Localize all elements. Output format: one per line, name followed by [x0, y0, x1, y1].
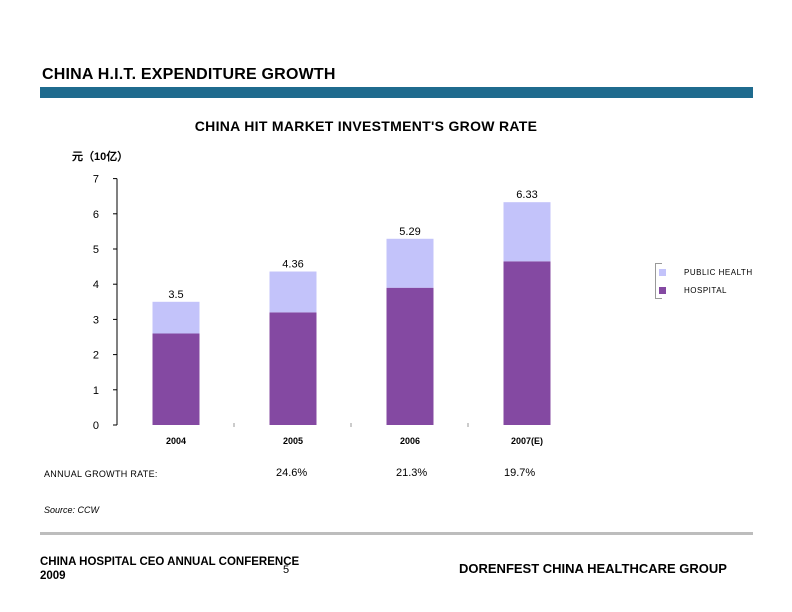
bar-public-health-2005: [269, 271, 317, 313]
bar-hospital-2007e: [503, 261, 551, 425]
legend-label-hospital: HOSPITAL: [684, 286, 727, 295]
bar-hospital-2005: [269, 312, 317, 425]
growth-rate-2005: 24.6%: [276, 467, 308, 479]
x-category-label-2007e: 2007(E): [511, 436, 543, 446]
footer-divider-bar: [40, 532, 753, 535]
bar-hospital-2004: [152, 333, 200, 425]
x-category-label-2006: 2006: [400, 436, 420, 446]
y-tick-label-5: 5: [93, 244, 99, 256]
x-category-label-2004: 2004: [166, 436, 186, 446]
source-note: Source: CCW: [44, 505, 100, 515]
y-tick-label-4: 4: [93, 279, 99, 291]
y-tick-label-7: 7: [93, 174, 99, 186]
growth-rate-2007: 19.7%: [504, 467, 536, 479]
total-label-2007e: 6.33: [516, 189, 537, 201]
total-label-2006: 5.29: [399, 226, 420, 238]
growth-rate-label: ANNUAL GROWTH RATE:: [44, 469, 158, 479]
title-divider-bar: [40, 87, 753, 98]
total-label-2005: 4.36: [282, 259, 303, 271]
growth-rate-2006: 21.3%: [396, 467, 428, 479]
chart-title: CHINA HIT MARKET INVESTMENT'S GROW RATE: [194, 118, 538, 134]
legend-swatch-hospital: [659, 287, 666, 295]
footer-conference-year: 2009: [40, 570, 66, 582]
legend-item-hospital: HOSPITAL: [659, 286, 727, 295]
y-axis-unit-label: 元（10亿）: [72, 151, 129, 163]
bar-public-health-2004: [152, 301, 200, 334]
footer-organization: DORENFEST CHINA HEALTHCARE GROUP: [459, 561, 727, 576]
chart-legend: PUBLIC HEALTH HOSPITAL: [655, 263, 775, 299]
x-category-label-2005: 2005: [283, 436, 303, 446]
total-label-2004: 3.5: [168, 289, 183, 301]
legend-item-public-health: PUBLIC HEALTH: [659, 268, 753, 277]
slide-title: CHINA H.I.T. EXPENDITURE GROWTH: [42, 66, 336, 83]
legend-swatch-public-health: [659, 269, 666, 277]
footer-conference-name: CHINA HOSPITAL CEO ANNUAL CONFERENCE: [40, 556, 300, 568]
page-number: 5: [283, 564, 290, 576]
legend-frame: [655, 263, 662, 299]
y-tick-label-0: 0: [93, 420, 99, 432]
y-tick-label-2: 2: [93, 350, 99, 362]
y-tick-label-3: 3: [93, 314, 99, 326]
bar-public-health-2006: [386, 238, 434, 288]
bar-public-health-2007e: [503, 202, 551, 262]
y-tick-label-6: 6: [93, 209, 99, 221]
bar-hospital-2006: [386, 287, 434, 425]
y-tick-label-1: 1: [93, 385, 99, 397]
legend-label-public-health: PUBLIC HEALTH: [684, 268, 753, 277]
footer-conference: CHINA HOSPITAL CEO ANNUAL CONFERENCE 200…: [40, 555, 299, 583]
